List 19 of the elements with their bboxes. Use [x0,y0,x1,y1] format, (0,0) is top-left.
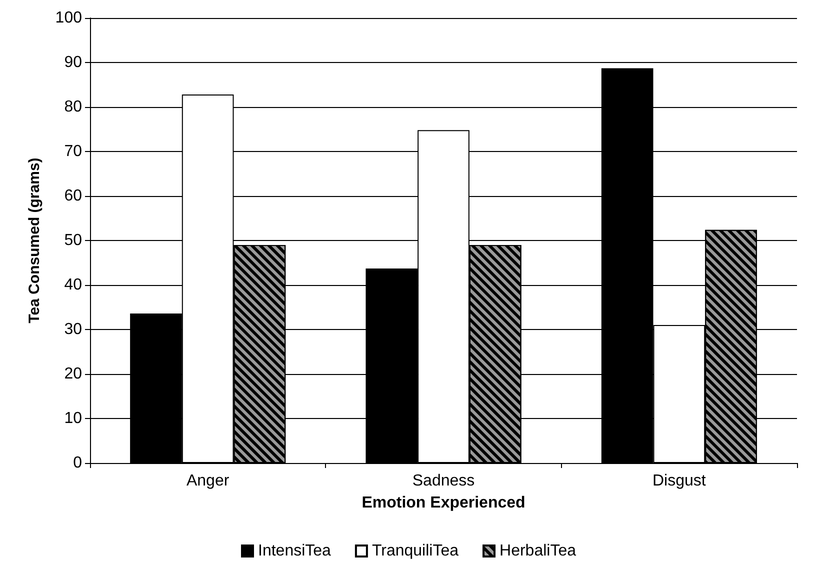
y-tick-label: 60 [64,188,82,204]
x-axis-title: Emotion Experienced [362,494,526,512]
x-tick-label: Anger [186,472,230,490]
y-tick-label: 70 [64,143,82,160]
legend-label: HerbaliTea [500,542,576,560]
y-tick-label: 90 [64,54,82,71]
y-tick-label: 40 [64,276,82,294]
y-tick-label: 0 [73,454,82,472]
legend-label: TranquiliTea [372,542,459,560]
x-tick-label: Sadness [412,472,475,490]
y-tick-label: 100 [55,10,82,26]
y-tick-label: 80 [64,98,82,116]
y-tick-label: 30 [64,321,82,338]
x-tick-label: Disgust [652,472,706,490]
y-tick-label: 10 [64,410,82,427]
legend-label: IntensiTea [258,542,332,560]
y-tick-label: 50 [64,232,82,249]
y-axis-title: Tea Consumed (grams) [26,158,43,324]
y-tick-label: 20 [64,366,82,382]
